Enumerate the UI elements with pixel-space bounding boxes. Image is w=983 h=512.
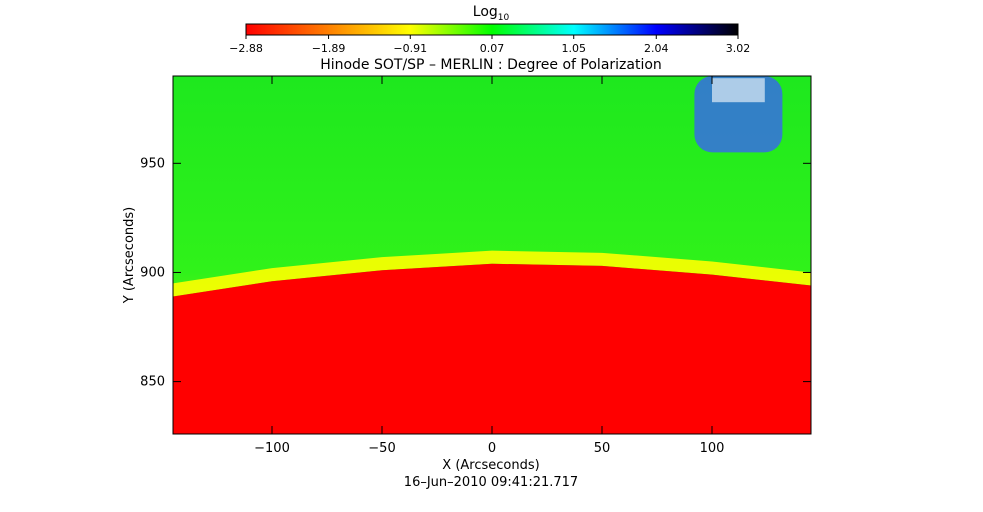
colorbar-tick-label: −0.91 [393,42,427,55]
solar-disk [173,263,811,434]
plot-area [173,76,811,434]
colorbar-ticks: −2.88 −1.89 −0.91 0.07 1.05 2.04 3.02 [229,35,750,55]
colorbar-tick-label: 0.07 [480,42,505,55]
y-tick-label: 850 [140,375,165,390]
x-tick-label: 100 [700,441,725,456]
colorbar-tick-label: −2.88 [229,42,263,55]
limb-band [173,250,811,297]
x-tick-label: 50 [594,441,611,456]
colorbar-tick-label: 3.02 [726,42,751,55]
x-tick-label: 0 [488,441,496,456]
colorbar-label: Log10 [473,4,510,23]
colorbar: Log10 −2.88 −1.89 −0.91 0.07 1.05 2.04 3.02 [229,4,750,55]
y-axis-label: Y (Arcseconds) [122,207,137,304]
x-axis-label: X (Arcseconds) [442,458,539,473]
y-axis: 850 900 950 [140,156,811,390]
patch-core [712,78,765,103]
y-tick-label: 900 [140,265,165,280]
y-tick-label: 950 [140,156,165,171]
colorbar-tick-label: −1.89 [312,42,346,55]
colorbar-tick-label: 2.04 [644,42,669,55]
timestamp: 16–Jun–2010 09:41:21.717 [404,475,578,490]
colorbar-strip [245,23,739,36]
chart-title: Hinode SOT/SP – MERLIN : Degree of Polar… [320,57,662,73]
colorbar-tick-label: 1.05 [561,42,586,55]
x-tick-label: −100 [254,441,290,456]
x-axis: −100 −50 0 50 100 [254,76,724,456]
x-tick-label: −50 [368,441,395,456]
